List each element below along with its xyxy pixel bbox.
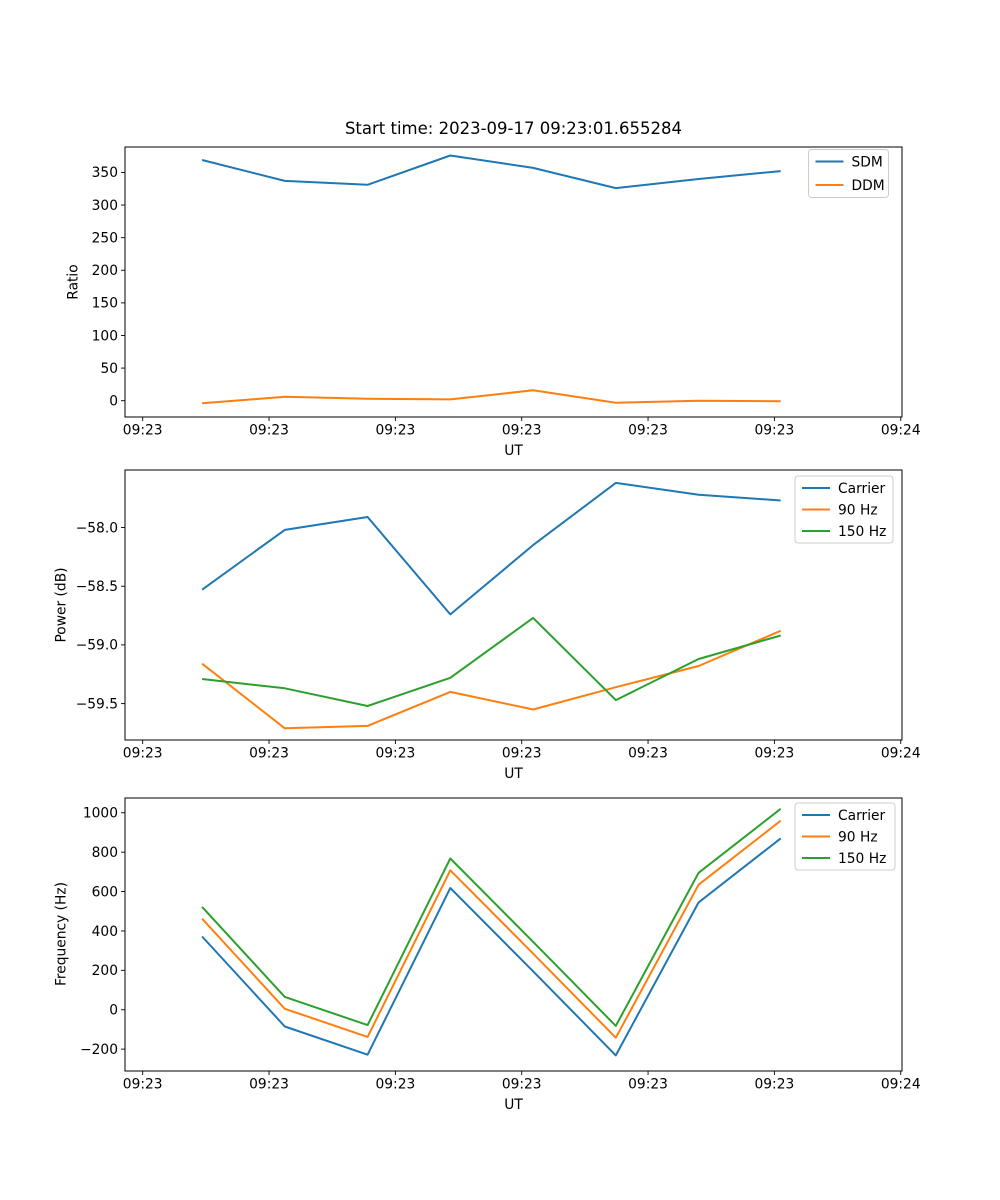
legend-label: Carrier bbox=[838, 481, 886, 497]
x-tick-label: 09:23 bbox=[123, 423, 163, 439]
legend-label: 90 Hz bbox=[838, 502, 878, 518]
x-axis-label-frequency: UT bbox=[504, 1097, 523, 1113]
x-tick-label: 09:23 bbox=[502, 1077, 542, 1093]
y-tick-label: 400 bbox=[92, 924, 118, 940]
legend-box bbox=[794, 475, 894, 544]
legend-label: DDM bbox=[852, 178, 885, 194]
x-tick-label: 09:23 bbox=[249, 423, 289, 439]
y-tick-label: 800 bbox=[92, 845, 118, 861]
x-tick-label: 09:23 bbox=[502, 746, 542, 762]
x-axis-label-power: UT bbox=[504, 766, 523, 782]
x-tick-label: 09:23 bbox=[249, 1077, 289, 1093]
legend-box bbox=[794, 802, 896, 871]
x-tick-label: 09:23 bbox=[375, 423, 415, 439]
y-tick-label: 200 bbox=[92, 963, 118, 979]
y-tick-label: 250 bbox=[92, 230, 118, 246]
x-tick-label: 09:23 bbox=[755, 746, 795, 762]
y-tick-label: 0 bbox=[109, 1003, 118, 1019]
series-line-150 Hz bbox=[201, 808, 782, 1027]
plot-border bbox=[124, 797, 903, 1072]
series-line-SDM bbox=[201, 154, 781, 190]
x-tick-label: 09:24 bbox=[881, 1077, 921, 1093]
y-tick-label: −200 bbox=[80, 1042, 118, 1058]
legend: SDM DDM bbox=[808, 149, 889, 198]
y-tick-label: 1000 bbox=[83, 806, 118, 822]
x-tick-label: 09:23 bbox=[755, 1077, 795, 1093]
y-tick-label: 200 bbox=[92, 263, 118, 279]
chart-title: Start time: 2023-09-17 09:23:01.655284 bbox=[344, 119, 683, 138]
x-tick-label: 09:24 bbox=[881, 746, 921, 762]
legend-label: 90 Hz bbox=[838, 829, 878, 845]
plot-border bbox=[124, 146, 903, 418]
legend-label: 150 Hz bbox=[838, 524, 886, 540]
series-line-90 Hz bbox=[201, 819, 782, 1039]
legend-label: Carrier bbox=[838, 808, 886, 824]
legend: Carrier 90 Hz 150 Hz bbox=[794, 802, 896, 871]
y-tick-label: −59.0 bbox=[76, 638, 118, 654]
series-line-Carrier bbox=[201, 481, 781, 616]
x-tick-label: 09:23 bbox=[123, 1077, 163, 1093]
plot-border bbox=[124, 469, 903, 741]
subplot-power: 09:23 09:23 09:23 09:23 09:23 09:23 09:24 −59.5… bbox=[76, 469, 921, 762]
series-line-Carrier bbox=[201, 837, 782, 1057]
series-line-150 Hz bbox=[201, 616, 781, 707]
y-tick-label: 600 bbox=[92, 884, 118, 900]
subplot-ratio: 09:23 09:23 09:23 09:23 09:23 09:23 09:24 0 50 10… bbox=[92, 146, 921, 439]
x-tick-label: 09:23 bbox=[628, 746, 668, 762]
series-line-DDM bbox=[202, 389, 781, 405]
y-tick-label: 100 bbox=[92, 328, 118, 344]
y-axis-label-power: Power (dB) bbox=[53, 567, 70, 643]
y-tick-label: 300 bbox=[92, 198, 118, 214]
y-tick-label: 150 bbox=[92, 296, 118, 312]
x-axis-label-ratio: UT bbox=[504, 443, 523, 459]
y-axis-label-frequency: Frequency (Hz) bbox=[53, 881, 70, 987]
x-tick-label: 09:23 bbox=[755, 423, 795, 439]
series-line-90 Hz bbox=[201, 629, 782, 730]
y-tick-label: 50 bbox=[100, 361, 118, 377]
y-tick-label: −59.5 bbox=[76, 696, 118, 712]
x-tick-label: 09:23 bbox=[375, 1077, 415, 1093]
x-tick-label: 09:23 bbox=[123, 746, 163, 762]
y-axis-label-ratio: Ratio bbox=[65, 264, 82, 300]
y-tick-label: −58.5 bbox=[76, 579, 118, 595]
x-tick-label: 09:23 bbox=[502, 423, 542, 439]
y-tick-label: 350 bbox=[92, 165, 118, 181]
x-tick-label: 09:23 bbox=[628, 423, 668, 439]
y-tick-label: 0 bbox=[109, 393, 118, 409]
y-tick-label: −58.0 bbox=[76, 520, 118, 536]
x-tick-label: 09:23 bbox=[249, 746, 289, 762]
x-tick-label: 09:24 bbox=[881, 423, 921, 439]
x-tick-label: 09:23 bbox=[628, 1077, 668, 1093]
subplot-frequency: 09:23 09:23 09:23 09:23 09:23 09:23 09:24 −200 0… bbox=[80, 797, 921, 1093]
legend-label: 150 Hz bbox=[838, 851, 886, 867]
legend: Carrier 90 Hz 150 Hz bbox=[794, 475, 894, 544]
legend-label: SDM bbox=[852, 154, 883, 170]
x-tick-label: 09:23 bbox=[375, 746, 415, 762]
